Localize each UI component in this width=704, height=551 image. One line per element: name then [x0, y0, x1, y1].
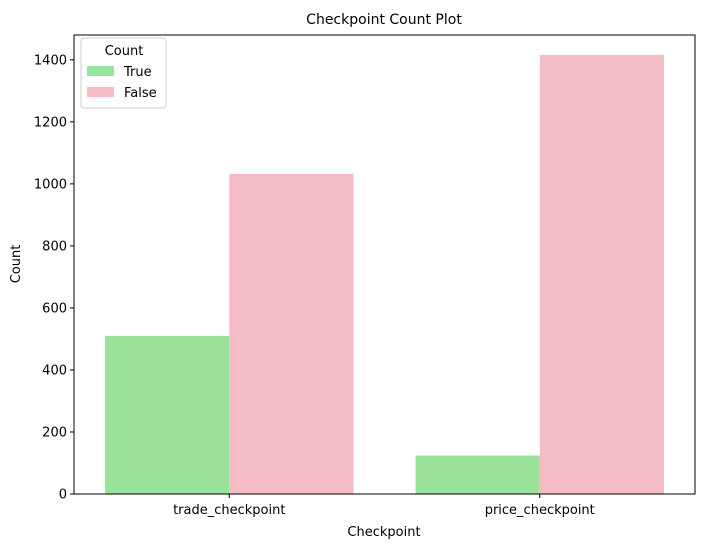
y-tick-label: 1000: [34, 177, 67, 192]
x-tick-label: trade_checkpoint: [173, 503, 285, 518]
legend-label-false: False: [124, 86, 157, 101]
y-tick-label: 600: [42, 301, 67, 316]
bar-true-price_checkpoint: [415, 455, 540, 494]
x-axis: trade_checkpoint price_checkpoint: [173, 494, 595, 518]
bar-false-price_checkpoint: [539, 54, 664, 494]
y-axis-label: Count: [9, 245, 24, 284]
x-tick-label: price_checkpoint: [485, 503, 595, 518]
legend-swatch-false: [87, 87, 114, 97]
y-tick-label: 400: [42, 363, 67, 378]
legend-title: Count: [105, 44, 144, 59]
bar-true-trade_checkpoint: [105, 335, 230, 494]
bar-false-trade_checkpoint: [229, 173, 354, 494]
y-tick-label: 1200: [34, 115, 67, 130]
legend-label-true: True: [123, 65, 152, 80]
x-axis-label: Checkpoint: [347, 525, 420, 540]
y-tick-label: 800: [42, 239, 67, 254]
plot-frame: [73, 34, 696, 495]
legend: Count True False: [80, 37, 167, 109]
bars-layer: [105, 54, 664, 494]
y-tick-label: 200: [42, 425, 67, 440]
chart-title: Checkpoint Count Plot: [306, 12, 462, 28]
y-axis: 0 200 400 600 800 1000 1200 1400: [34, 53, 74, 503]
y-tick-label: 1400: [34, 53, 67, 68]
y-tick-label: 0: [59, 488, 67, 503]
legend-swatch-true: [87, 66, 114, 76]
